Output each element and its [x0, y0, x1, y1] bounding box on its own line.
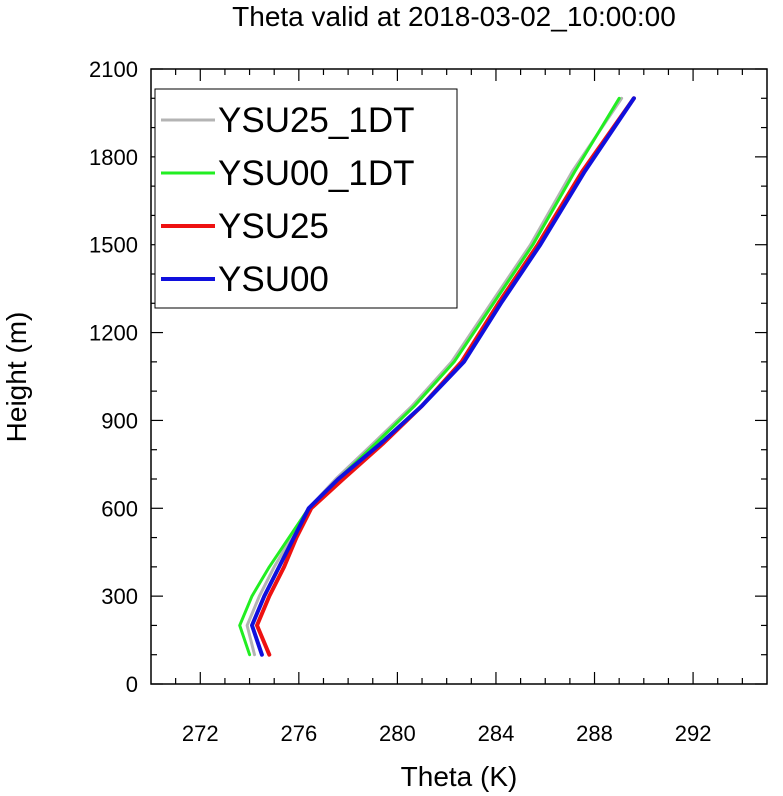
series-layer [238, 96, 636, 657]
series-line [255, 96, 636, 657]
legend-label: YSU00 [218, 260, 329, 299]
legend-label: YSU25 [218, 207, 329, 246]
x-axis-title: Theta (K) [401, 761, 518, 792]
legend-label: YSU25_1DT [218, 101, 414, 140]
x-tick-label: 292 [675, 721, 712, 746]
y-tick-label: 1800 [89, 145, 138, 170]
legend-label: YSU00_1DT [218, 154, 414, 193]
y-tick-label: 300 [101, 584, 138, 609]
y-tick-label: 600 [101, 496, 138, 521]
legend: YSU25_1DT YSU00_1DT YSU25 YSU00 [154, 88, 458, 309]
series-line [250, 96, 636, 657]
plot-frame [150, 68, 768, 685]
x-tick-label: 284 [478, 721, 515, 746]
axis-ticks: 272 276 280 284 288 292 0 300 600 900 1200 1500 1800… [89, 57, 767, 746]
chart-title: Theta valid at 2018-03-02_10:00:00 [232, 1, 676, 32]
legend-box [154, 88, 458, 309]
y-tick-label: 1500 [89, 233, 138, 258]
x-tick-label: 280 [379, 721, 416, 746]
x-tick-label: 272 [182, 721, 219, 746]
y-tick-label: 1200 [89, 321, 138, 346]
x-tick-label: 276 [280, 721, 317, 746]
y-tick-label: 0 [126, 672, 138, 697]
x-tick-label: 288 [576, 721, 613, 746]
y-tick-label: 2100 [89, 57, 138, 82]
y-tick-label: 900 [101, 408, 138, 433]
series-line [245, 96, 624, 657]
y-axis-title: Height (m) [1, 312, 32, 443]
